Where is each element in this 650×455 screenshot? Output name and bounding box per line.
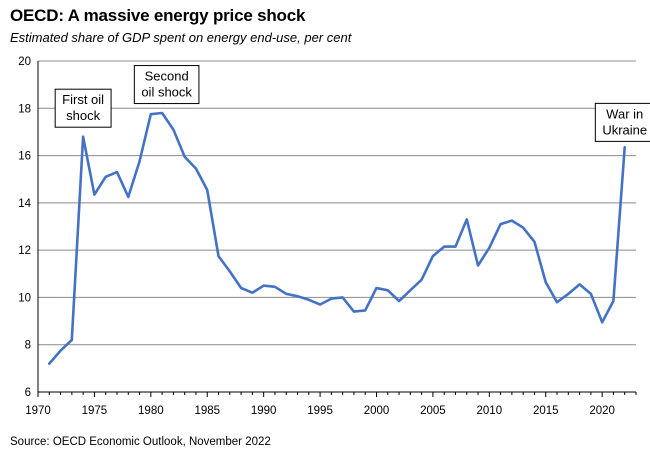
y-tick-label-12: 12 bbox=[18, 245, 31, 257]
annotation-0-line-1: shock bbox=[66, 108, 100, 123]
x-tick-label-1990: 1990 bbox=[251, 405, 277, 417]
axes bbox=[37, 61, 637, 397]
x-tick-label-1970: 1970 bbox=[25, 405, 51, 417]
x-tick-label-1985: 1985 bbox=[194, 405, 220, 417]
y-tick-label-8: 8 bbox=[25, 340, 31, 352]
y-tick-label-18: 18 bbox=[18, 103, 31, 115]
x-tick-label-2015: 2015 bbox=[533, 405, 559, 417]
y-tick-label-10: 10 bbox=[18, 292, 31, 304]
chart-subtitle: Estimated share of GDP spent on energy e… bbox=[10, 30, 352, 45]
x-tick-label-1980: 1980 bbox=[138, 405, 164, 417]
annotation-2-line-0: War in bbox=[606, 106, 643, 121]
annotation-box-0 bbox=[54, 88, 112, 128]
y-tick-label-6: 6 bbox=[25, 387, 31, 399]
x-tick-label-2000: 2000 bbox=[364, 405, 390, 417]
annotation-2-line-1: Ukraine bbox=[602, 122, 647, 137]
chart-title: OECD: A massive energy price shock bbox=[10, 6, 306, 25]
y-tick-label-14: 14 bbox=[18, 198, 31, 210]
gridlines bbox=[38, 60, 636, 346]
annotation-1-line-0: Second bbox=[145, 69, 189, 84]
annotation-box-2 bbox=[594, 102, 650, 142]
x-tick-label-2010: 2010 bbox=[477, 405, 503, 417]
series-line-0 bbox=[47, 111, 627, 365]
y-tick-label-16: 16 bbox=[18, 151, 31, 163]
line-chart: 6 8 10 12 14 16 18 20 1970 1975 1980 1985 1990 1995 2… bbox=[18, 56, 650, 417]
annotation-0-line-0: First oil bbox=[62, 92, 104, 107]
y-tick-labels: 6 8 10 12 14 16 18 20 bbox=[18, 56, 31, 399]
x-tick-label-1975: 1975 bbox=[82, 405, 108, 417]
x-tick-labels: 1970 1975 1980 1985 1990 1995 2000 2005 2010 2015… bbox=[25, 405, 615, 417]
series-group bbox=[47, 111, 627, 365]
x-tick-label-2005: 2005 bbox=[420, 405, 446, 417]
source-note: Source: OECD Economic Outlook, November … bbox=[10, 436, 271, 448]
x-tick-label-1995: 1995 bbox=[307, 405, 333, 417]
annotation-1-line-1: oil shock bbox=[141, 85, 192, 100]
y-tick-label-20: 20 bbox=[18, 56, 31, 68]
x-tick-label-2020: 2020 bbox=[589, 405, 615, 417]
annotation-box-1 bbox=[133, 65, 200, 105]
